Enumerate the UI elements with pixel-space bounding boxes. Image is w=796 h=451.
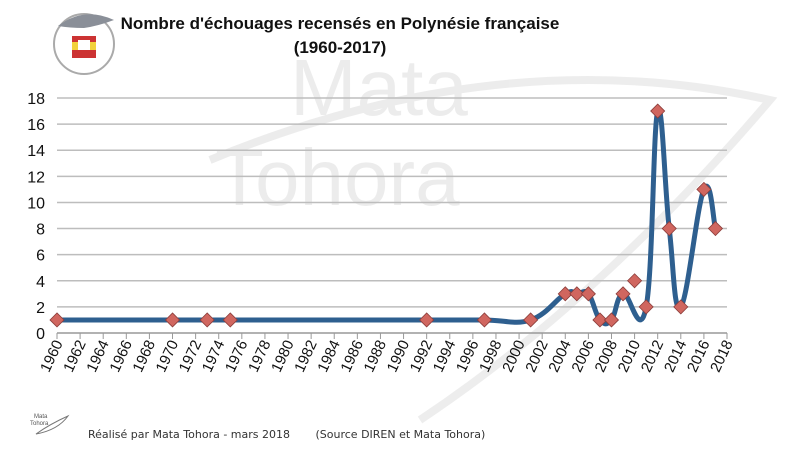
chart-title-line1: Nombre d'échouages recensés en Polynésie… (120, 14, 560, 33)
data-point (523, 312, 539, 328)
y-tick-label: 18 (27, 91, 45, 108)
footer: Réalisé par Mata Tohora - mars 2018 (Sou… (88, 428, 507, 441)
svg-text:Mata: Mata (34, 414, 48, 420)
data-point (615, 286, 631, 302)
data-point (638, 299, 654, 315)
data-point (707, 220, 724, 237)
chart-title-line2: (1960-2017) (293, 38, 387, 57)
y-tick-label: 12 (27, 169, 45, 186)
watermark-text-1: Mata (290, 43, 468, 132)
footer-source: (Source DIREN et Mata Tohora) (315, 428, 486, 441)
data-point (49, 312, 65, 328)
mata-tohora-small-logo: Mata Tohora (28, 410, 72, 443)
watermark-text-2: Tohora (215, 133, 460, 222)
data-point (557, 286, 573, 302)
chart-title: Nombre d'échouages recensés en Polynésie… (120, 12, 560, 60)
y-tick-label: 4 (36, 274, 45, 291)
y-tick-label: 14 (27, 143, 45, 160)
y-tick-label: 2 (36, 300, 45, 317)
svg-text:Tohora: Tohora (30, 421, 49, 427)
data-point (569, 286, 585, 302)
data-point (222, 312, 238, 328)
data-point (627, 273, 643, 289)
data-point (580, 286, 596, 302)
y-tick-label: 16 (27, 117, 45, 134)
watermark: Mata Tohora (208, 43, 778, 424)
data-point (164, 312, 181, 328)
data-point (199, 312, 215, 328)
footer-credit: Réalisé par Mata Tohora - mars 2018 (88, 428, 290, 441)
data-point (592, 312, 608, 328)
data-point (603, 312, 620, 328)
data-point (650, 103, 666, 119)
data-point (476, 312, 492, 328)
y-tick-label: 0 (36, 326, 45, 343)
data-point (696, 181, 712, 197)
data-point (419, 312, 435, 328)
y-tick-label: 8 (36, 222, 45, 239)
data-point (673, 299, 689, 315)
y-tick-label: 6 (36, 248, 45, 265)
y-tick-label: 10 (27, 195, 45, 212)
mata-tohora-logo (48, 6, 120, 83)
x-tick-label: 2018 (707, 338, 737, 375)
data-point (661, 220, 677, 237)
